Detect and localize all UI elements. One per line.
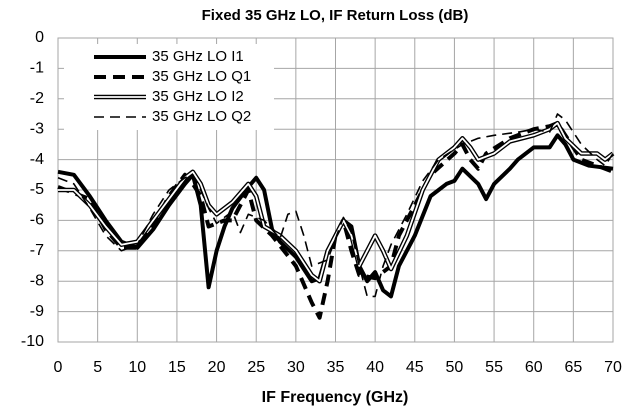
lines bbox=[57, 113, 615, 320]
y-tick-label: -2 bbox=[30, 90, 44, 107]
y-tick-label: -7 bbox=[30, 242, 44, 259]
x-tick-label: 50 bbox=[446, 359, 464, 376]
x-tick-label: 35 bbox=[327, 359, 345, 376]
x-tick-label: 20 bbox=[208, 359, 226, 376]
x-tick-label: 70 bbox=[604, 359, 622, 376]
x-tick-label: 55 bbox=[485, 359, 503, 376]
chart-title: Fixed 35 GHz LO, IF Return Loss (dB) bbox=[202, 7, 469, 24]
x-tick-label: 5 bbox=[93, 359, 102, 376]
x-tick-label: 0 bbox=[54, 359, 63, 376]
legend-label: 35 GHz LO Q2 bbox=[152, 108, 251, 125]
x-tick-label: 60 bbox=[525, 359, 543, 376]
x-tick-label: 25 bbox=[247, 359, 265, 376]
legend-label: 35 GHz LO I1 bbox=[152, 48, 244, 65]
legend-label: 35 GHz LO Q1 bbox=[152, 68, 251, 85]
x-tick-label: 45 bbox=[406, 359, 424, 376]
y-tick-label: 0 bbox=[35, 29, 44, 46]
x-axis-label: IF Frequency (GHz) bbox=[262, 389, 409, 406]
x-tick-label: 40 bbox=[366, 359, 384, 376]
y-tick-label: -4 bbox=[30, 151, 44, 168]
legend: 35 GHz LO I1 35 GHz LO Q1 35 GHz LO I2 35 G… bbox=[64, 44, 274, 130]
y-tick-label: -6 bbox=[30, 212, 44, 229]
x-tick-label: 15 bbox=[168, 359, 186, 376]
x-tick-label: 65 bbox=[564, 359, 582, 376]
line-inner bbox=[58, 122, 614, 283]
x-tick-label: 30 bbox=[287, 359, 305, 376]
y-tick-label: -10 bbox=[21, 333, 44, 350]
y-tick-label: -5 bbox=[30, 181, 44, 198]
y-tick-label: -9 bbox=[30, 303, 44, 320]
y-tick-label: -8 bbox=[30, 272, 44, 289]
x-tick-label: 10 bbox=[128, 359, 146, 376]
y-tick-label: -3 bbox=[30, 120, 44, 137]
legend-label: 35 GHz LO I2 bbox=[152, 88, 244, 105]
y-tick-label: -1 bbox=[30, 60, 44, 77]
